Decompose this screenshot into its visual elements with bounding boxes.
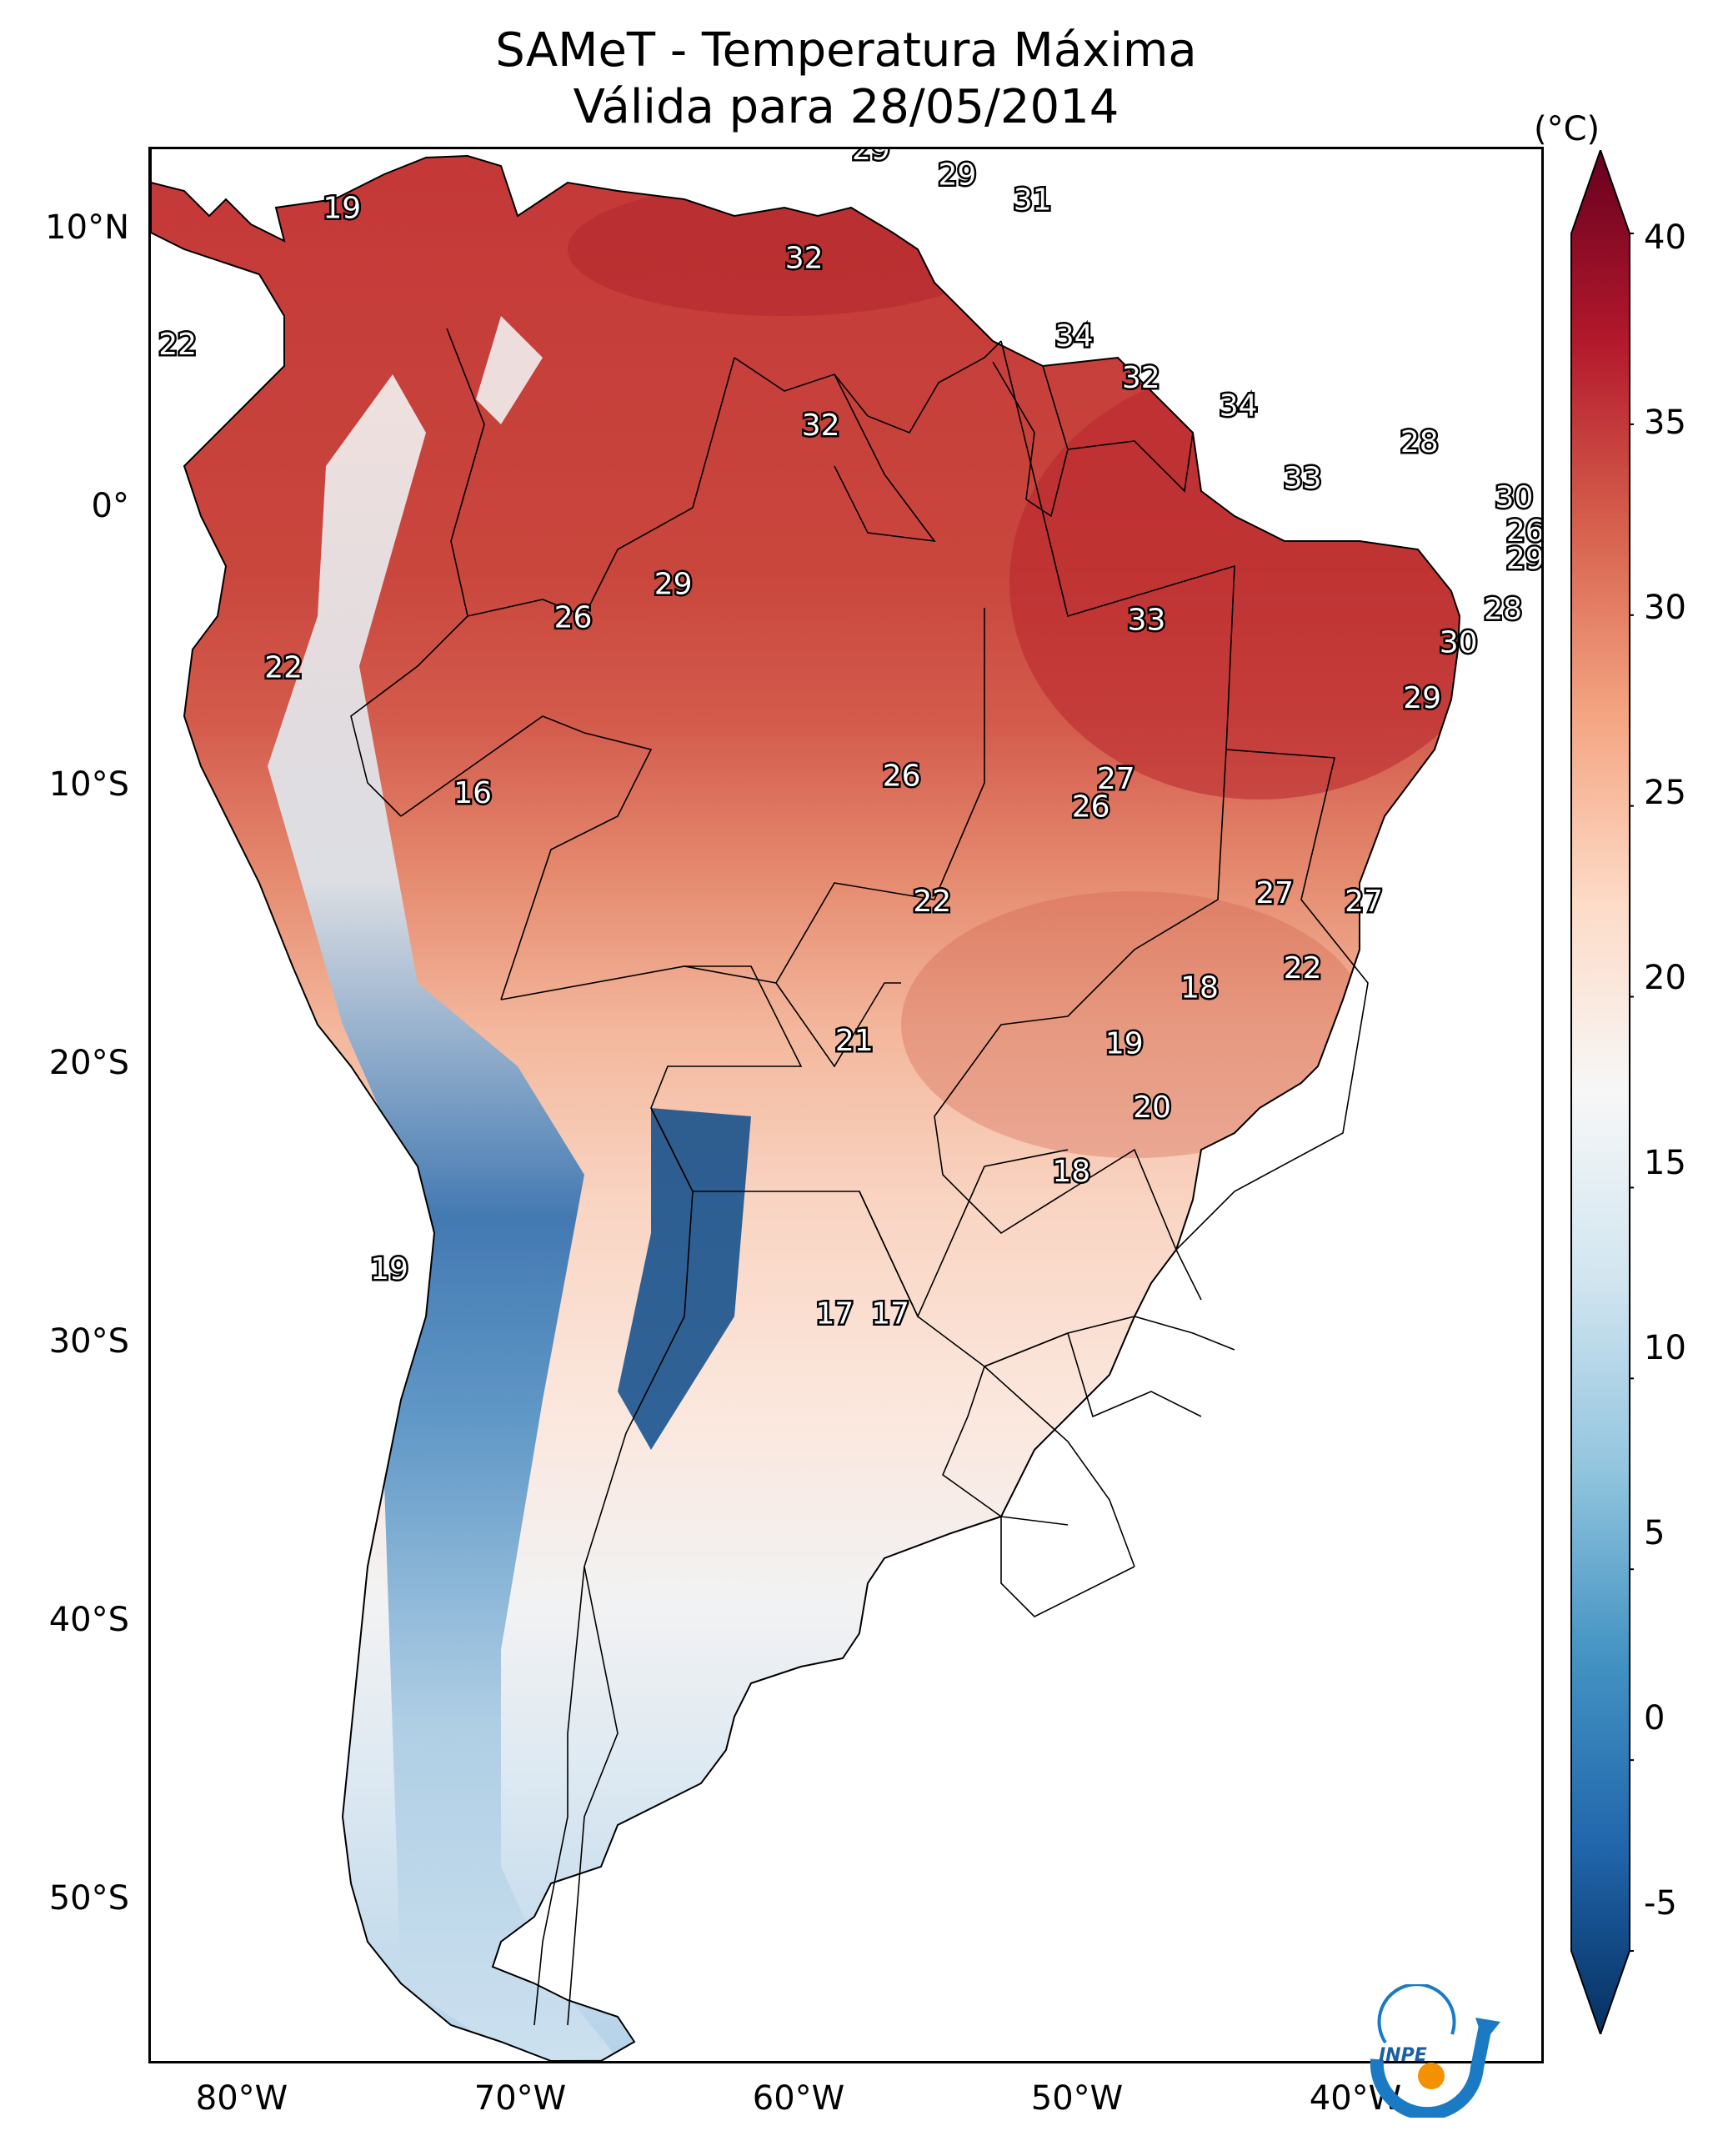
colorbar-tick-35: 35 xyxy=(1644,404,1686,442)
lat-label-30s: 30°S xyxy=(48,1322,129,1361)
temperature-label: 32 xyxy=(802,409,840,443)
temperature-label: 33 xyxy=(1128,604,1166,638)
lat-label-10s: 10°S xyxy=(48,765,129,804)
temperature-label: 19 xyxy=(1105,1026,1144,1060)
temperature-label: 19 xyxy=(370,1252,408,1286)
temperature-label: 31 xyxy=(1014,183,1052,217)
temperature-label: 29 xyxy=(852,149,890,167)
colorbar-tick-20: 20 xyxy=(1644,959,1686,997)
lat-label-50s: 50°S xyxy=(48,1879,129,1918)
colorbar-tick-minus5: -5 xyxy=(1644,1884,1677,1923)
colorbar-tick-10: 10 xyxy=(1644,1329,1686,1367)
lon-label-50w: 50°W xyxy=(1030,2079,1124,2118)
temperature-label: 28 xyxy=(1400,425,1439,459)
temperature-label: 22 xyxy=(913,885,951,919)
colorbar-unit: (°C) xyxy=(1534,110,1600,148)
colorbar-tick-25: 25 xyxy=(1644,774,1686,812)
temperature-label: 34 xyxy=(1220,389,1258,424)
temperature-label: 21 xyxy=(835,1024,874,1058)
temperature-label: 29 xyxy=(1403,681,1441,715)
colorbar-tick-40: 40 xyxy=(1644,218,1686,257)
temperature-label: 22 xyxy=(158,328,197,362)
temperature-label: 29 xyxy=(1506,542,1541,576)
lat-label-10n: 10°N xyxy=(45,208,129,247)
lat-label-0: 0° xyxy=(91,487,129,525)
temperature-label: 32 xyxy=(785,242,824,276)
lon-label-70w: 70°W xyxy=(473,2079,567,2118)
logo-text: INPE xyxy=(1379,2045,1427,2066)
temperature-label: 26 xyxy=(1072,790,1110,825)
colorbar-tick-0: 0 xyxy=(1644,1699,1665,1737)
colorbar xyxy=(1570,150,1634,2034)
temperature-label: 17 xyxy=(815,1296,854,1331)
temperature-label: 27 xyxy=(1345,885,1383,919)
map-subtitle: Válida para 28/05/2014 xyxy=(573,80,1119,134)
temperature-label: 30 xyxy=(1440,625,1478,659)
temperature-label: 20 xyxy=(1133,1091,1171,1125)
temperature-label: 16 xyxy=(453,776,492,810)
temperature-label: 22 xyxy=(1284,951,1322,985)
temperature-label: 27 xyxy=(1255,876,1294,910)
lon-label-60w: 60°W xyxy=(752,2079,845,2118)
temperature-label: 19 xyxy=(323,191,361,225)
temperature-label: 29 xyxy=(938,158,976,192)
temperature-label: 30 xyxy=(1495,481,1533,515)
lon-label-80w: 80°W xyxy=(195,2079,288,2118)
map-area[interactable]: 2619292931322234323432283330262929282633… xyxy=(148,147,1544,2063)
colorbar-tick-30: 30 xyxy=(1644,589,1686,627)
temperature-label: 17 xyxy=(871,1296,909,1331)
lat-label-20s: 20°S xyxy=(48,1044,129,1082)
temperature-label: 18 xyxy=(1180,971,1219,1005)
temperature-label: 32 xyxy=(1122,361,1160,395)
inpe-logo: INPE xyxy=(1370,1984,1500,2118)
temperature-label: 29 xyxy=(654,567,693,601)
colorbar-tick-5: 5 xyxy=(1644,1514,1665,1552)
temperature-label: 27 xyxy=(1097,762,1135,796)
colorbar-tick-15: 15 xyxy=(1644,1144,1686,1182)
temperature-label: 26 xyxy=(1506,514,1541,549)
temperature-label: 28 xyxy=(1484,592,1522,626)
temperature-label: 33 xyxy=(1284,461,1322,495)
temperature-label: 18 xyxy=(1052,1155,1090,1189)
temperature-label: 26 xyxy=(554,600,593,634)
temperature-label: 22 xyxy=(264,651,303,685)
temperature-label: 26 xyxy=(883,760,921,794)
map-title: SAMeT - Temperatura Máxima xyxy=(495,23,1197,78)
temperature-map: 2619292931322234323432283330262929282633… xyxy=(151,149,1541,2061)
temperature-label: 34 xyxy=(1055,319,1094,353)
lat-label-40s: 40°S xyxy=(48,1601,129,1639)
